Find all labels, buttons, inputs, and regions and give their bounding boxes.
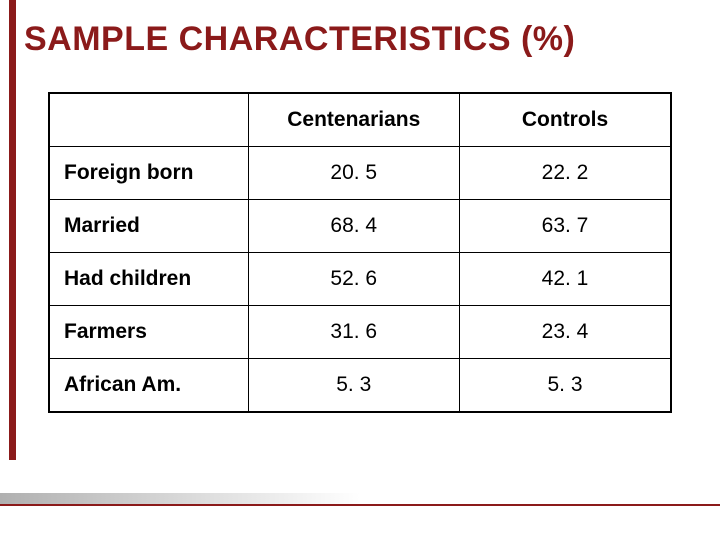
row-label: African Am. [49, 359, 248, 413]
table-header-col2: Controls [460, 93, 672, 147]
table-header-blank [49, 93, 248, 147]
table-header-col1: Centenarians [248, 93, 459, 147]
table-row: Married 68. 4 63. 7 [49, 200, 671, 253]
footer-decoration [0, 492, 720, 540]
row-val: 20. 5 [248, 147, 459, 200]
row-label: Farmers [49, 306, 248, 359]
table-row: Farmers 31. 6 23. 4 [49, 306, 671, 359]
row-val: 22. 2 [460, 147, 672, 200]
characteristics-table: Centenarians Controls Foreign born 20. 5… [48, 92, 672, 413]
table-row: African Am. 5. 3 5. 3 [49, 359, 671, 413]
row-label: Married [49, 200, 248, 253]
row-val: 52. 6 [248, 253, 459, 306]
table-header-row: Centenarians Controls [49, 93, 671, 147]
footer-fill [0, 506, 720, 540]
row-val: 42. 1 [460, 253, 672, 306]
row-val: 68. 4 [248, 200, 459, 253]
row-val: 5. 3 [248, 359, 459, 413]
row-label: Had children [49, 253, 248, 306]
row-val: 63. 7 [460, 200, 672, 253]
row-val: 23. 4 [460, 306, 672, 359]
table-row: Foreign born 20. 5 22. 2 [49, 147, 671, 200]
row-label: Foreign born [49, 147, 248, 200]
table-row: Had children 52. 6 42. 1 [49, 253, 671, 306]
accent-left-bar [9, 0, 16, 460]
data-table-container: Centenarians Controls Foreign born 20. 5… [48, 92, 672, 413]
page-title: SAMPLE CHARACTERISTICS (%) [24, 20, 575, 59]
row-val: 31. 6 [248, 306, 459, 359]
row-val: 5. 3 [460, 359, 672, 413]
